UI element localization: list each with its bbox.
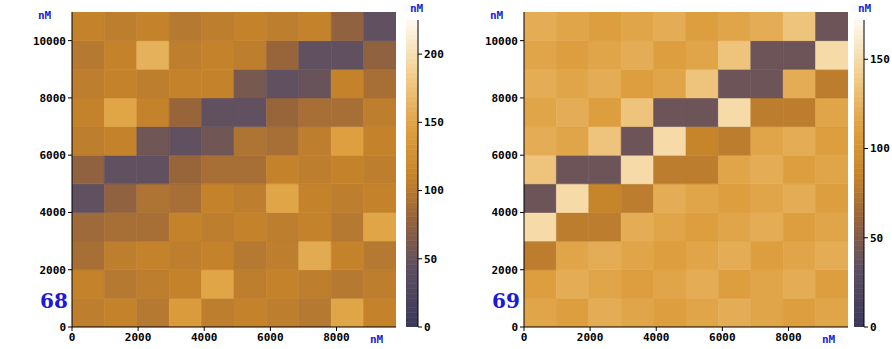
svg-text:10000: 10000 bbox=[33, 35, 66, 48]
svg-text:0: 0 bbox=[870, 321, 877, 334]
svg-text:8000: 8000 bbox=[323, 331, 350, 344]
svg-text:150: 150 bbox=[870, 53, 890, 66]
svg-text:8000: 8000 bbox=[775, 331, 802, 344]
svg-text:10000: 10000 bbox=[485, 35, 518, 48]
html-text:69: 69 bbox=[492, 289, 520, 313]
html-text:nM: nM bbox=[38, 9, 52, 22]
svg-text:0: 0 bbox=[521, 331, 528, 344]
html-text:nM: nM bbox=[822, 333, 836, 346]
svg-text:200: 200 bbox=[424, 48, 444, 61]
svg-text:2000: 2000 bbox=[40, 264, 67, 277]
svg-text:6000: 6000 bbox=[492, 149, 519, 162]
svg-text:4000: 4000 bbox=[40, 206, 67, 219]
svg-text:2000: 2000 bbox=[125, 331, 152, 344]
svg-text:4000: 4000 bbox=[492, 206, 519, 219]
svg-text:50: 50 bbox=[870, 232, 883, 245]
svg-text:100: 100 bbox=[424, 184, 444, 197]
svg-text:4000: 4000 bbox=[643, 331, 670, 344]
html-text:nM: nM bbox=[370, 333, 384, 346]
svg-text:2000: 2000 bbox=[577, 331, 604, 344]
html-text:nM: nM bbox=[410, 2, 424, 15]
svg-text:0: 0 bbox=[511, 321, 518, 334]
svg-text:8000: 8000 bbox=[492, 92, 519, 105]
svg-text:50: 50 bbox=[424, 253, 437, 266]
svg-text:2000: 2000 bbox=[492, 264, 519, 277]
svg-text:0: 0 bbox=[424, 321, 431, 334]
html-text:nM: nM bbox=[490, 9, 504, 22]
svg-text:6000: 6000 bbox=[40, 149, 67, 162]
html-text:nM: nM bbox=[858, 2, 872, 15]
svg-text:8000: 8000 bbox=[40, 92, 67, 105]
svg-text:6000: 6000 bbox=[709, 331, 736, 344]
svg-text:4000: 4000 bbox=[191, 331, 218, 344]
svg-text:100: 100 bbox=[870, 142, 890, 155]
svg-text:6000: 6000 bbox=[257, 331, 284, 344]
html-text:68: 68 bbox=[40, 289, 68, 313]
svg-text:0: 0 bbox=[69, 331, 76, 344]
svg-text:0: 0 bbox=[59, 321, 66, 334]
svg-text:150: 150 bbox=[424, 116, 444, 129]
